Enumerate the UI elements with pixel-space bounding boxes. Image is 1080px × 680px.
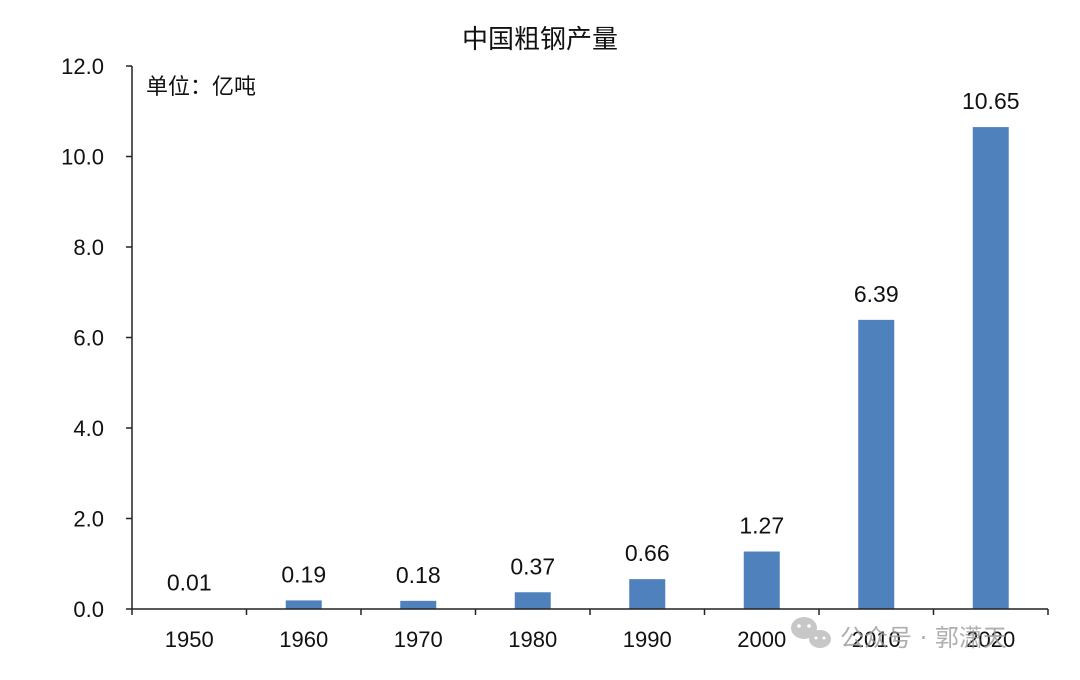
y-tick-label: 10.0 bbox=[61, 145, 104, 170]
bar-2000 bbox=[743, 551, 780, 609]
y-tick-label: 2.0 bbox=[73, 507, 104, 532]
data-labels-group: 0.01 0.19 0.18 0.37 0.66 1.27 6.39 10.65 bbox=[167, 88, 1020, 595]
chart-title: 中国粗钢产量 bbox=[462, 25, 618, 55]
x-tick-label-2000: 2000 bbox=[737, 627, 786, 652]
x-tick-label-1970: 1970 bbox=[394, 627, 443, 652]
data-label-1960: 0.19 bbox=[281, 561, 326, 587]
data-label-2000: 1.27 bbox=[739, 513, 784, 539]
x-tick-label-1980: 1980 bbox=[508, 627, 557, 652]
x-tick-label-1950: 1950 bbox=[165, 627, 214, 652]
data-label-2020: 10.65 bbox=[962, 88, 1020, 114]
y-tick-label: 4.0 bbox=[73, 416, 104, 441]
y-tick-label: 12.0 bbox=[61, 54, 104, 79]
unit-label: 单位：亿吨 bbox=[146, 75, 256, 100]
bar-1990 bbox=[629, 579, 666, 609]
y-tick-label: 0.0 bbox=[73, 597, 104, 622]
watermark: 公众号 · 郭潇天 bbox=[791, 617, 1007, 652]
bars-group bbox=[171, 127, 1009, 610]
data-label-1950: 0.01 bbox=[167, 570, 212, 596]
data-label-1970: 0.18 bbox=[396, 562, 441, 588]
x-tick-label-1960: 1960 bbox=[279, 627, 328, 652]
bar-1980 bbox=[514, 592, 551, 609]
data-label-1980: 0.37 bbox=[510, 553, 555, 579]
bar-1970 bbox=[400, 600, 437, 609]
bar-1960 bbox=[285, 600, 322, 609]
x-axis: 1950 1960 1970 1980 1990 2000 2010 2020 bbox=[131, 608, 1049, 652]
bar-2010 bbox=[858, 319, 895, 609]
y-tick-label: 8.0 bbox=[73, 235, 104, 260]
y-axis: 0.0 2.0 4.0 6.0 8.0 10.0 12.0 bbox=[61, 54, 133, 622]
y-tick-label: 6.0 bbox=[73, 326, 104, 351]
x-tick-label-2020: 2020 bbox=[966, 627, 1015, 652]
data-label-2010: 6.39 bbox=[854, 281, 899, 307]
bar-2020 bbox=[972, 127, 1009, 610]
x-tick-label-2010: 2010 bbox=[852, 627, 901, 652]
wechat-icon bbox=[791, 617, 831, 648]
x-tick-label-1990: 1990 bbox=[623, 627, 672, 652]
data-label-1990: 0.66 bbox=[625, 540, 670, 566]
watermark-text: 公众号 · 郭潇天 bbox=[840, 624, 1007, 652]
